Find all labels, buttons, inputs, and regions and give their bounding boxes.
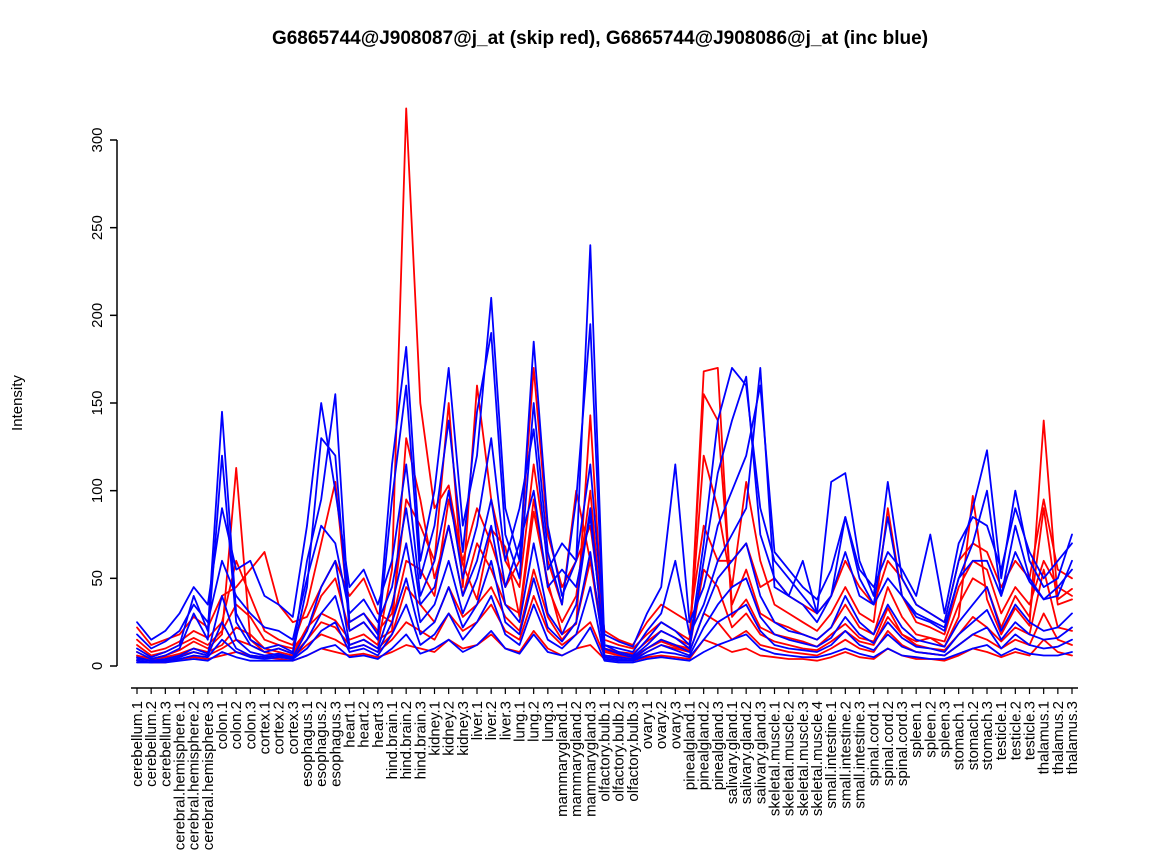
x-tick-label: skeletal.muscle.1 (767, 701, 784, 816)
y-axis-label: Intensity (9, 375, 26, 431)
x-tick-label: salivary.gland.1 (724, 701, 741, 804)
x-tick-label: lung.1 (512, 701, 529, 742)
series-line-inc-1 (136, 244, 1073, 659)
x-tick-label: skeletal.muscle.3 (795, 701, 812, 816)
x-tick-label: cerebral.hemisphere.2 (186, 701, 203, 850)
series-line-skip-6 (136, 393, 1073, 657)
x-tick-label: cerebellum.3 (157, 701, 174, 787)
x-tick-label: esophagus.3 (327, 701, 344, 787)
x-tick-label: mammarygland.2 (568, 701, 585, 817)
x-tick-label: cerebellum.1 (129, 701, 146, 787)
x-tick-label: stomach.3 (979, 701, 996, 770)
y-tick-label: 0 (89, 662, 106, 670)
x-tick-label: cortex.3 (285, 701, 302, 754)
x-tick-label: spleen.3 (937, 701, 954, 758)
y-tick-label: 300 (89, 127, 106, 152)
y-tick-label: 150 (89, 390, 106, 415)
x-tick-label: pinealgland.1 (682, 701, 699, 790)
x-tick-label: kidney.3 (455, 701, 472, 756)
x-tick-label: liver.3 (497, 701, 514, 740)
x-tick-label: heart.3 (370, 701, 387, 748)
x-tick-label: spinal.cord.1 (866, 701, 883, 786)
x-tick-label: colon.3 (242, 701, 259, 749)
y-tick-label: 50 (89, 570, 106, 587)
chart-title: G6865744@J908087@j_at (skip red), G68657… (272, 28, 928, 49)
series-line-inc-2 (136, 323, 1073, 660)
series-line-inc-7 (136, 366, 1073, 653)
x-tick-label: liver.1 (469, 701, 486, 740)
x-tick-label: pinealgland.3 (710, 701, 727, 790)
x-tick-label: olfactory.bulb.1 (597, 701, 614, 802)
x-tick-label: kidney.1 (427, 701, 444, 756)
x-tick-label: colon.1 (214, 701, 231, 749)
x-tick-label: testicle.2 (1007, 701, 1024, 760)
x-tick-label: ovary.2 (653, 701, 670, 749)
y-tick-label: 100 (89, 478, 106, 503)
x-tick-label: hind.brain.1 (384, 701, 401, 779)
x-tick-label: thalamus.1 (1036, 701, 1053, 774)
x-tick-label: testicle.3 (1022, 701, 1039, 760)
x-tick-label: cerebral.hemisphere.1 (172, 701, 189, 850)
x-tick-label: spleen.2 (922, 701, 939, 758)
x-tick-label: olfactory.bulb.2 (611, 701, 628, 802)
series-line-inc-6 (136, 626, 1073, 664)
x-tick-label: hind.brain.2 (398, 701, 415, 779)
x-tick-label: cortex.1 (257, 701, 274, 754)
x-tick-label: small.intestine.3 (852, 701, 869, 809)
x-tick-label: kidney.2 (441, 701, 458, 756)
series-line-inc-8 (136, 551, 1073, 662)
x-tick-label: thalamus.2 (1050, 701, 1067, 774)
x-tick-label: mammarygland.3 (582, 701, 599, 817)
x-tick-label: skeletal.muscle.2 (781, 701, 798, 816)
x-tick-label: spinal.cord.3 (894, 701, 911, 786)
x-tick-label: cortex.2 (271, 701, 288, 754)
x-tick-label: stomach.2 (965, 701, 982, 770)
x-tick-label: thalamus.3 (1064, 701, 1081, 774)
series-line-inc-3 (136, 384, 1073, 648)
series-line-skip-1 (136, 107, 1073, 660)
x-tick-label: cerebral.hemisphere.3 (200, 701, 217, 850)
y-tick-label: 200 (89, 303, 106, 328)
series-line-skip-2 (136, 384, 1073, 653)
x-tick-label: heart.2 (356, 701, 373, 748)
x-tick-label: lung.3 (540, 701, 557, 742)
x-tick-label: liver.2 (483, 701, 500, 740)
y-tick-label: 250 (89, 215, 106, 240)
x-tick-label: testicle.1 (993, 701, 1010, 760)
x-tick-label: olfactory.bulb.3 (625, 701, 642, 802)
x-tick-label: ovary.1 (639, 701, 656, 749)
x-tick-label: colon.2 (228, 701, 245, 749)
x-tick-label: mammarygland.1 (554, 701, 571, 817)
x-tick-label: salivary.gland.3 (752, 701, 769, 804)
x-tick-label: hind.brain.3 (412, 701, 429, 779)
x-tick-label: esophagus.2 (313, 701, 330, 787)
x-tick-label: heart.1 (342, 701, 359, 748)
x-tick-label: ovary.3 (667, 701, 684, 749)
x-tick-label: spinal.cord.2 (880, 701, 897, 786)
x-tick-label: small.intestine.2 (837, 701, 854, 809)
series-group (136, 107, 1073, 664)
x-tick-label: esophagus.1 (299, 701, 316, 787)
x-tick-label: salivary.gland.2 (738, 701, 755, 804)
x-tick-label: lung.2 (526, 701, 543, 742)
x-tick-label: skeletal.muscle.4 (809, 701, 826, 816)
x-tick-label: spleen.1 (908, 701, 925, 758)
axes-group: 050100150200250300cerebellum.1cerebellum… (89, 127, 1081, 850)
x-tick-label: cerebellum.2 (143, 701, 160, 787)
x-tick-label: stomach.1 (951, 701, 968, 770)
x-tick-label: pinealgland.2 (696, 701, 713, 790)
x-tick-label: small.intestine.1 (823, 701, 840, 809)
